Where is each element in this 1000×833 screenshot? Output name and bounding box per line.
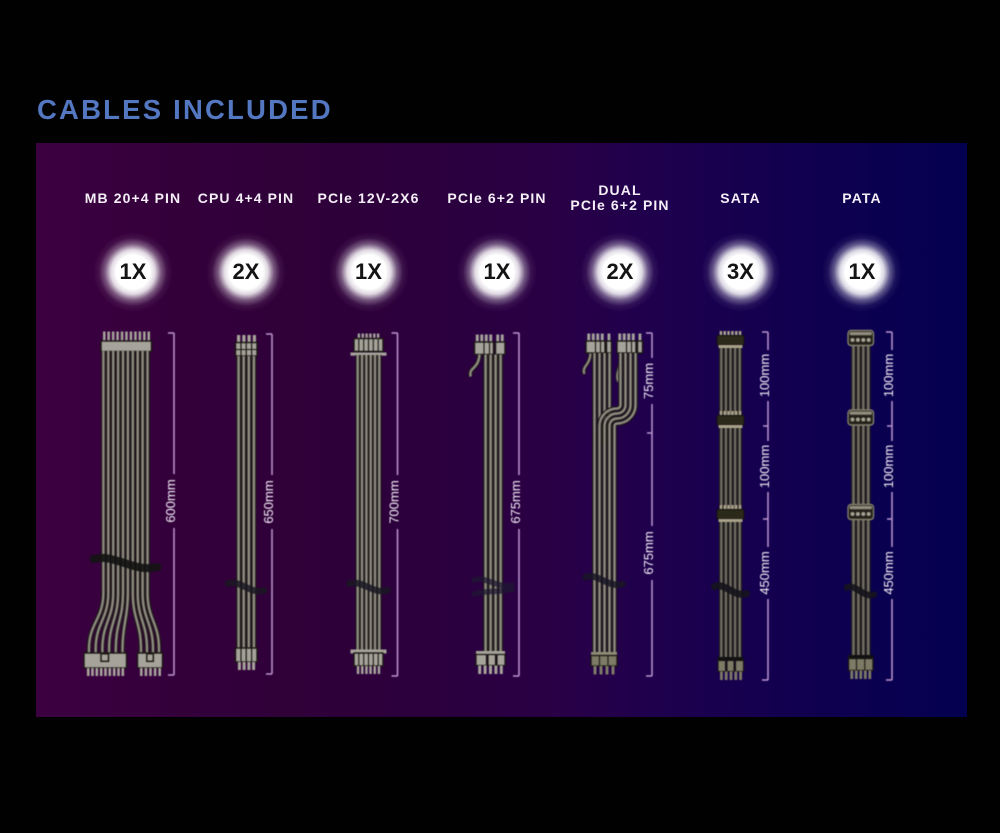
svg-text:450mm: 450mm bbox=[757, 551, 772, 594]
svg-text:675mm: 675mm bbox=[641, 531, 656, 574]
svg-text:100mm: 100mm bbox=[881, 445, 896, 488]
svg-text:650mm: 650mm bbox=[261, 480, 276, 523]
svg-text:100mm: 100mm bbox=[757, 445, 772, 488]
svg-text:100mm: 100mm bbox=[881, 354, 896, 397]
svg-text:700mm: 700mm bbox=[387, 480, 402, 523]
svg-text:600mm: 600mm bbox=[163, 479, 178, 522]
svg-text:450mm: 450mm bbox=[881, 551, 896, 594]
svg-text:100mm: 100mm bbox=[757, 354, 772, 397]
svg-text:675mm: 675mm bbox=[508, 480, 523, 523]
svg-text:75mm: 75mm bbox=[641, 363, 656, 399]
